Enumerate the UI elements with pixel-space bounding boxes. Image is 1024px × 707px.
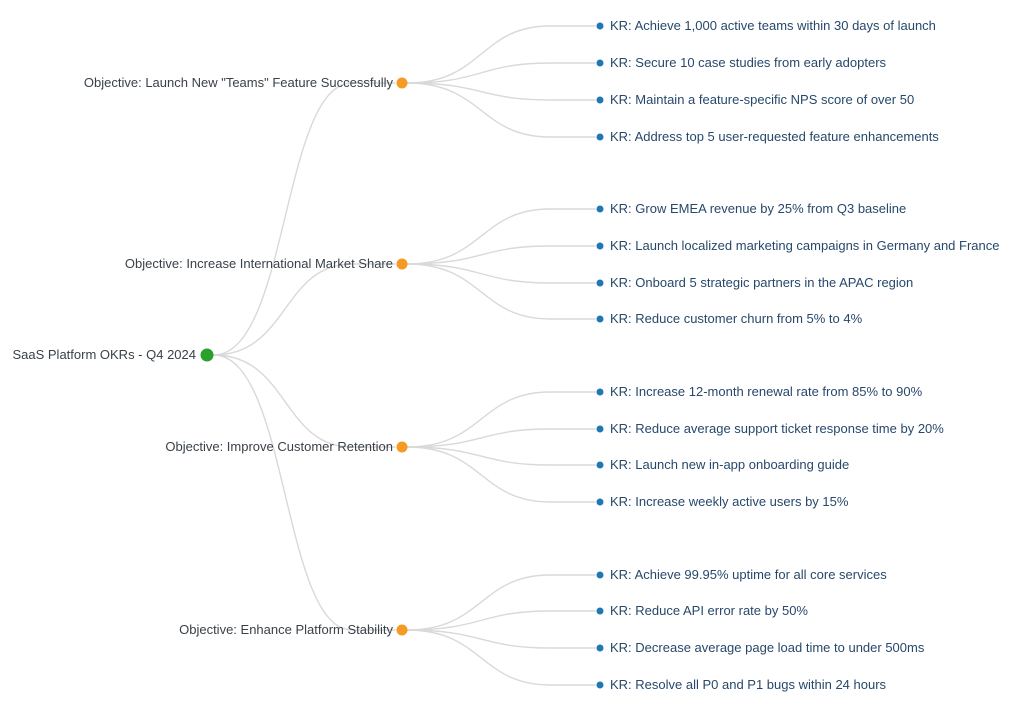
link-curve <box>406 25 596 84</box>
objective-node-dot[interactable] <box>396 77 408 89</box>
kr-node-dot[interactable] <box>596 425 604 433</box>
kr-node-dot[interactable] <box>596 59 604 67</box>
kr-label[interactable]: KR: Reduce API error rate by 50% <box>610 603 808 618</box>
objective-label[interactable]: Objective: Enhance Platform Stability <box>179 622 393 637</box>
kr-label[interactable]: KR: Reduce customer churn from 5% to 4% <box>610 311 863 326</box>
kr-label[interactable]: KR: Increase 12-month renewal rate from … <box>610 384 923 399</box>
link-curve <box>406 446 596 466</box>
kr-node-dot[interactable] <box>596 279 604 287</box>
kr-node-dot[interactable] <box>596 681 604 689</box>
link-curve <box>406 428 596 448</box>
kr-node-dot[interactable] <box>596 96 604 104</box>
objective-label[interactable]: Objective: Increase International Market… <box>124 256 393 271</box>
objective-node-dot[interactable] <box>396 441 408 453</box>
kr-label[interactable]: KR: Decrease average page load time to u… <box>610 640 925 655</box>
kr-label[interactable]: KR: Onboard 5 strategic partners in the … <box>610 275 914 290</box>
objective-node-dot[interactable] <box>396 624 408 636</box>
link-curve <box>406 574 596 631</box>
kr-node-dot[interactable] <box>596 461 604 469</box>
link-curve <box>212 354 396 631</box>
kr-node-dot[interactable] <box>596 644 604 652</box>
root-node-label[interactable]: SaaS Platform OKRs - Q4 2024 <box>12 347 196 362</box>
kr-label[interactable]: KR: Address top 5 user-requested feature… <box>610 129 939 144</box>
kr-node-dot[interactable] <box>596 315 604 323</box>
kr-label[interactable]: KR: Reduce average support ticket respon… <box>610 421 944 436</box>
kr-label[interactable]: KR: Maintain a feature-specific NPS scor… <box>610 92 915 107</box>
kr-label[interactable]: KR: Resolve all P0 and P1 bugs within 24… <box>610 677 887 692</box>
link-curve <box>406 245 596 265</box>
kr-label[interactable]: KR: Launch localized marketing campaigns… <box>610 238 1000 253</box>
kr-node-dot[interactable] <box>596 607 604 615</box>
kr-node-dot[interactable] <box>596 571 604 579</box>
kr-node-dot[interactable] <box>596 242 604 250</box>
link-curve <box>406 208 596 265</box>
link-curve <box>406 629 596 649</box>
kr-node-dot[interactable] <box>596 388 604 396</box>
objective-label[interactable]: Objective: Improve Customer Retention <box>165 439 393 454</box>
link-curve <box>406 629 596 686</box>
objective-label[interactable]: Objective: Launch New "Teams" Feature Su… <box>83 75 393 90</box>
link-curve <box>406 391 596 448</box>
kr-node-dot[interactable] <box>596 205 604 213</box>
objective-node-dot[interactable] <box>396 258 408 270</box>
link-curve <box>212 354 396 448</box>
link-curve <box>406 446 596 503</box>
kr-label[interactable]: KR: Achieve 99.95% uptime for all core s… <box>610 567 887 582</box>
kr-label[interactable]: KR: Increase weekly active users by 15% <box>610 494 849 509</box>
root-node-dot[interactable] <box>200 348 214 362</box>
kr-label[interactable]: KR: Secure 10 case studies from early ad… <box>610 55 887 70</box>
link-curve <box>406 263 596 320</box>
link-curve <box>406 610 596 631</box>
link-curve <box>406 82 596 138</box>
link-curve <box>406 82 596 101</box>
link-curve <box>212 263 396 356</box>
kr-label[interactable]: KR: Achieve 1,000 active teams within 30… <box>610 18 936 33</box>
kr-node-dot[interactable] <box>596 133 604 141</box>
link-curve <box>406 263 596 284</box>
kr-node-dot[interactable] <box>596 22 604 30</box>
kr-label[interactable]: KR: Launch new in-app onboarding guide <box>610 457 850 472</box>
link-curve <box>406 62 596 84</box>
link-curve <box>212 82 396 356</box>
kr-label[interactable]: KR: Grow EMEA revenue by 25% from Q3 bas… <box>610 201 907 216</box>
kr-node-dot[interactable] <box>596 498 604 506</box>
